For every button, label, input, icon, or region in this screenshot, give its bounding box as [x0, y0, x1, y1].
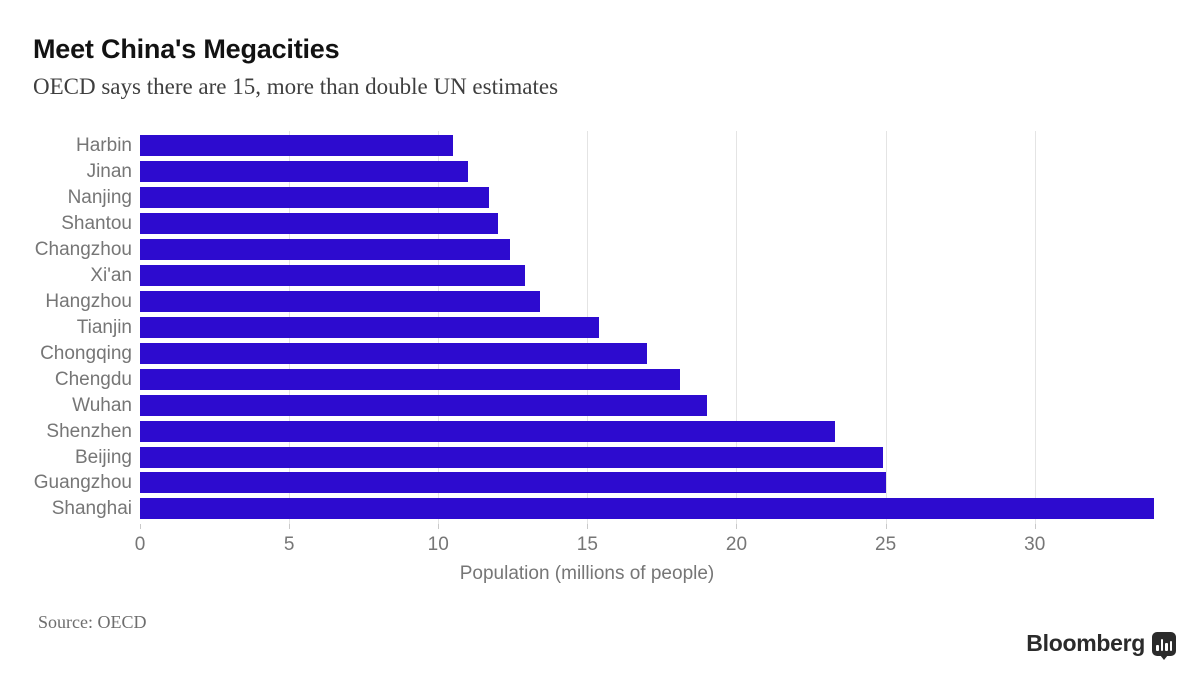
- bar-track: [140, 394, 1154, 416]
- bar-track: [140, 290, 1154, 312]
- bar-row: Tianjin: [0, 314, 1154, 340]
- bar-chart-speech-bubble-icon: [1152, 631, 1176, 660]
- tick-mark-30: [1034, 524, 1036, 529]
- bar-track: [140, 446, 1154, 468]
- bar: [140, 239, 510, 261]
- chart-title: Meet China's Megacities: [33, 34, 340, 64]
- tick-mark-25: [885, 524, 887, 529]
- category-label: Beijing: [74, 446, 132, 468]
- tick-label-0: 0: [134, 534, 146, 555]
- bar-row: Hangzhou: [0, 289, 1154, 315]
- bar: [140, 135, 454, 157]
- bar-rows: Harbin Jinan Nanjing Shantou Changzhou Xi'an H…: [0, 133, 1154, 522]
- category-label: Tianjin: [76, 316, 132, 338]
- category-label: Jinan: [86, 161, 132, 183]
- bar-row: Chongqing: [0, 340, 1154, 366]
- bar: [140, 187, 489, 209]
- tick-mark-15: [587, 524, 589, 529]
- bar-track: [140, 135, 1154, 157]
- bar-track: [140, 498, 1154, 520]
- tick-mark-10: [438, 524, 440, 529]
- category-label: Xi'an: [90, 265, 132, 287]
- source-note: Source: OECD: [38, 612, 147, 632]
- tick-mark-0: [140, 524, 141, 529]
- tick-label-5: 5: [283, 534, 295, 555]
- bar-row: Shenzhen: [0, 418, 1154, 444]
- bar: [140, 472, 886, 494]
- bar: [140, 394, 707, 416]
- bloomberg-logo: Bloomberg: [1026, 630, 1176, 660]
- bloomberg-wordmark: Bloomberg: [1026, 630, 1145, 656]
- bar-row: Shanghai: [0, 496, 1154, 522]
- bar-row: Wuhan: [0, 392, 1154, 418]
- bar-track: [140, 239, 1154, 261]
- x-axis-tick-labels: 0 5 10 15 20 25 30: [135, 534, 1154, 556]
- tick-label-15: 15: [576, 534, 598, 555]
- bar: [140, 316, 600, 338]
- category-label: Hangzhou: [45, 290, 132, 312]
- category-label: Wuhan: [72, 394, 132, 416]
- bar-track: [140, 213, 1154, 235]
- bar: [140, 213, 498, 235]
- gridline-25: [885, 131, 887, 524]
- bar-row: Nanjing: [0, 185, 1154, 211]
- bar-row: Changzhou: [0, 237, 1154, 263]
- bar-row: Chengdu: [0, 366, 1154, 392]
- category-label: Shantou: [61, 213, 132, 235]
- category-label: Harbin: [76, 135, 132, 157]
- bar: [140, 420, 835, 442]
- category-label: Chengdu: [54, 368, 132, 390]
- tick-mark-5: [289, 524, 291, 529]
- category-label: Shenzhen: [46, 420, 132, 442]
- bar-row: Xi'an: [0, 263, 1154, 289]
- bar-row: Guangzhou: [0, 470, 1154, 496]
- gridline-20: [736, 131, 738, 524]
- bar: [140, 290, 540, 312]
- tick-label-10: 10: [427, 534, 449, 555]
- bar: [140, 446, 883, 468]
- gridline-30: [1034, 131, 1036, 524]
- bar: [140, 368, 680, 390]
- bar: [140, 161, 469, 183]
- bar: [140, 342, 647, 364]
- category-label: Changzhou: [34, 239, 132, 261]
- bar-row: Beijing: [0, 444, 1154, 470]
- bar: [140, 265, 525, 287]
- bar-track: [140, 420, 1154, 442]
- category-label: Shanghai: [51, 498, 132, 520]
- bar-track: [140, 472, 1154, 494]
- category-label: Guangzhou: [33, 472, 132, 494]
- bar-track: [140, 265, 1154, 287]
- tick-label-20: 20: [725, 534, 748, 555]
- bar-track: [140, 316, 1154, 338]
- plot-area: Harbin Jinan Nanjing Shantou Changzhou Xi'an H…: [34, 131, 1154, 529]
- bar-track: [140, 187, 1154, 209]
- x-axis-title: Population (millions of people): [459, 563, 715, 584]
- bar-track: [140, 161, 1154, 183]
- category-label: Nanjing: [67, 187, 132, 209]
- tick-label-30: 30: [1024, 534, 1046, 555]
- chart-subtitle: OECD says there are 15, more than double…: [33, 74, 559, 99]
- tick-label-25: 25: [875, 534, 897, 555]
- category-label: Chongqing: [40, 342, 132, 364]
- bar-row: Harbin: [0, 133, 1154, 159]
- bar: [140, 498, 1154, 520]
- bar-track: [140, 342, 1154, 364]
- bar-row: Jinan: [0, 159, 1154, 185]
- tick-mark-20: [736, 524, 738, 529]
- bar-row: Shantou: [0, 211, 1154, 237]
- bar-track: [140, 368, 1154, 390]
